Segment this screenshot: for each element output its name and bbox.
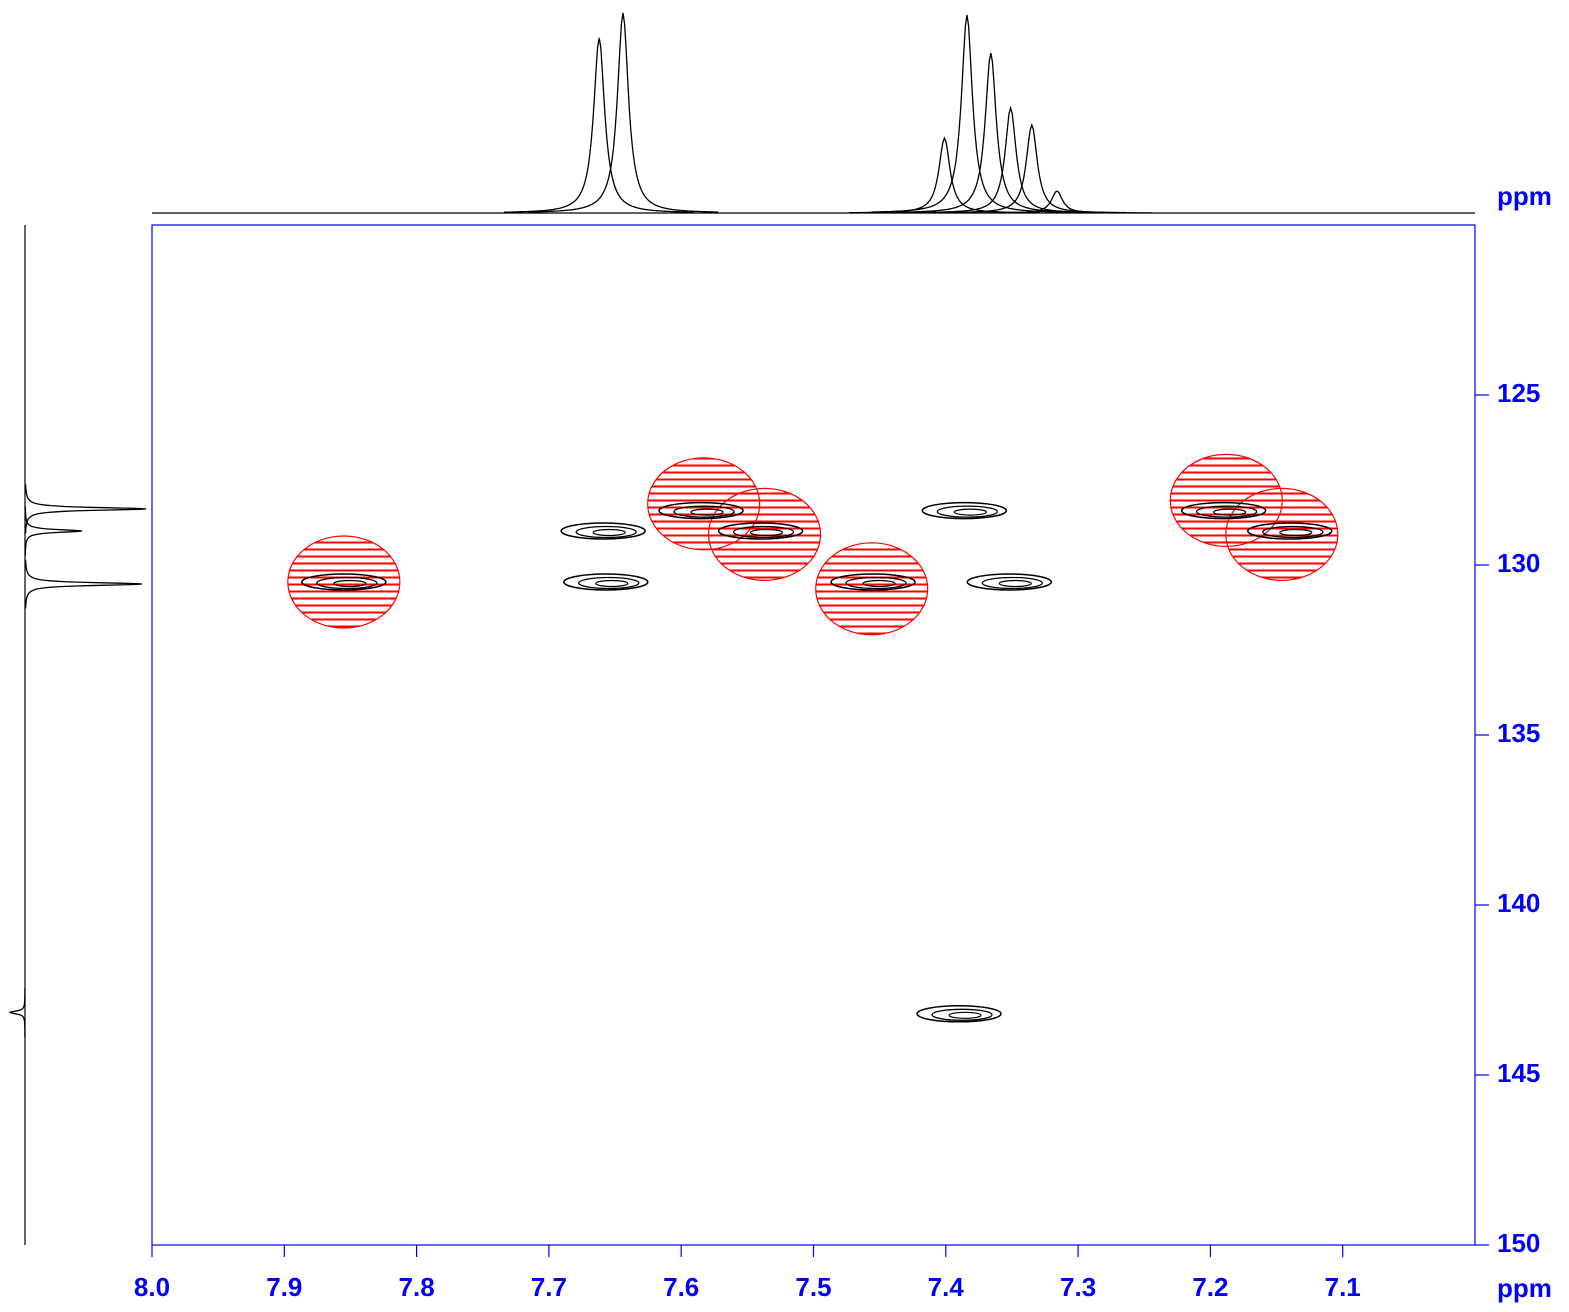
- contour-level: [1279, 528, 1313, 537]
- y-tick-label: 150: [1497, 1228, 1540, 1258]
- contour-peak: [916, 1005, 1002, 1023]
- contour: [563, 573, 649, 591]
- contour-level: [931, 1008, 993, 1021]
- contour-level: [578, 576, 640, 590]
- x-tick-label: 7.1: [1325, 1272, 1361, 1302]
- contour-level: [936, 505, 998, 518]
- contour-level: [673, 505, 735, 518]
- left-projection-peak: [24, 559, 143, 609]
- x-tick-label: 8.0: [134, 1272, 170, 1302]
- contour-level: [845, 576, 907, 590]
- contour-level: [998, 579, 1032, 588]
- left-projection-peak: [24, 484, 147, 534]
- contour-level: [1195, 505, 1258, 518]
- x-tick-label: 7.9: [266, 1272, 302, 1302]
- x-tick-label: 7.4: [928, 1272, 965, 1302]
- contour-level: [862, 579, 896, 588]
- top-projection-peak: [961, 190, 1153, 214]
- contour: [717, 522, 804, 540]
- y-tick-label: 135: [1497, 718, 1540, 748]
- contour-level: [595, 579, 629, 588]
- x-tick-label: 7.2: [1192, 1272, 1228, 1302]
- contour-level: [592, 528, 626, 537]
- contour: [301, 573, 387, 591]
- x-tick-label: 7.7: [531, 1272, 567, 1302]
- contour: [830, 573, 916, 591]
- x-tick-label: 7.3: [1060, 1272, 1096, 1302]
- top-projection-peak: [503, 37, 695, 213]
- contour-peak: [966, 573, 1053, 591]
- contour-level: [953, 508, 987, 516]
- y-tick-label: 145: [1497, 1058, 1540, 1088]
- contour-level: [1213, 508, 1247, 516]
- highlight-circle: [287, 535, 401, 629]
- top-projection-peak: [895, 52, 1086, 213]
- contour: [966, 573, 1053, 591]
- left-projection-peak: [8, 988, 26, 1037]
- contour-peak: [563, 573, 649, 591]
- contour: [560, 522, 646, 540]
- contour-peak: [1180, 501, 1267, 520]
- contour-level: [333, 579, 367, 588]
- top-projection-peak: [871, 14, 1063, 213]
- contour-level: [948, 1011, 982, 1019]
- top-projection-peak: [936, 122, 1128, 214]
- top-projection-peak: [527, 12, 719, 213]
- contour-level: [1262, 525, 1324, 539]
- y-axis-label: ppm: [1497, 181, 1552, 211]
- contour: [1180, 501, 1267, 520]
- contour-peak: [560, 522, 646, 540]
- x-axis-label: ppm: [1497, 1273, 1552, 1303]
- y-tick-label: 140: [1497, 888, 1540, 918]
- x-tick-label: 7.8: [399, 1272, 435, 1302]
- contour: [916, 1005, 1002, 1023]
- x-tick-label: 7.6: [663, 1272, 699, 1302]
- contour-level: [690, 508, 724, 516]
- plot-frame: [151, 224, 1476, 1246]
- contour: [921, 501, 1008, 520]
- contour-peak: [1247, 522, 1333, 540]
- contour-level: [732, 525, 795, 539]
- contour-peak: [301, 573, 387, 591]
- contour-level: [981, 576, 1043, 590]
- contour-level: [316, 576, 378, 590]
- contour: [1247, 522, 1333, 540]
- highlight-circle: [707, 487, 822, 582]
- y-tick-label: 130: [1497, 548, 1540, 578]
- contour: [658, 501, 744, 520]
- contour-peak: [658, 501, 744, 520]
- contour-peak: [921, 501, 1008, 520]
- x-tick-label: 7.5: [795, 1272, 831, 1302]
- contour-peak: [830, 573, 916, 591]
- contour-level: [749, 528, 784, 537]
- contour-level: [575, 525, 637, 539]
- top-projection-peak: [849, 136, 1040, 214]
- y-tick-label: 125: [1497, 378, 1540, 408]
- left-projection-peak: [24, 506, 83, 556]
- contour-peak: [717, 522, 804, 540]
